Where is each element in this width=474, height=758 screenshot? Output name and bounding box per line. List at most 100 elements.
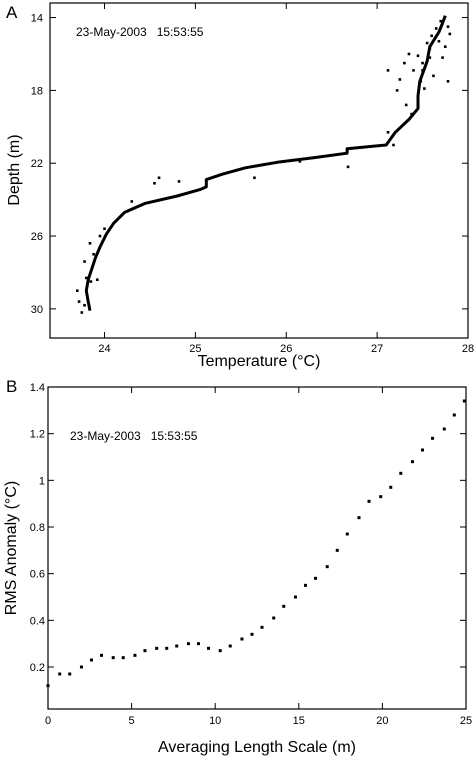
panel-a-data-point [89,280,93,283]
panel-a-data-point [77,300,81,303]
panel-a-y-axis-label: Depth (m) [6,134,23,205]
panel-a-x-tick-label: 25 [189,343,201,355]
panel-b: B 23-May-2003 15:53:55 0 5 10 15 20 25 0.2 0.4… [3,377,472,756]
panel-a-data-point [98,234,102,238]
panel-b-data-point [133,653,137,657]
panel-a-data-point [83,303,86,307]
panel-b-data-point [111,656,115,660]
panel-b-data-point [250,632,254,636]
panel-a-data-point [253,176,256,180]
panel-b-data-point [314,576,318,580]
panel-a-data-point [392,143,395,147]
panel-b-y-tick-label: 1.4 [30,382,45,394]
panel-a-data-point [386,130,390,134]
panel-a-data-point [412,69,415,72]
panel-a-data-point [398,78,402,81]
panel-b-timestamp: 23-May-2003 15:53:55 [70,429,198,443]
panel-b-x-tick-label: 25 [460,715,472,727]
panel-a-data-point [85,276,88,280]
panel-a-data-point [443,45,447,48]
panel-a-data-point [403,61,406,65]
panel-a-data-point [423,87,426,90]
panel-a-timestamp: 23-May-2003 15:53:55 [76,25,204,39]
panel-b-plot-frame [47,386,467,710]
panel-a-data-points [75,19,452,314]
panel-b-y-tick-label: 1 [39,475,45,487]
panel-b-data-points [46,399,466,688]
panel-a-plot-frame [49,2,469,339]
panel-a-temperature-profile-line [84,15,447,311]
panel-b-data-point [207,646,211,650]
panel-a-data-point [428,56,432,59]
panel-a-data-point [83,260,86,263]
panel-a-data-point [153,181,156,185]
panel-a-data-point [95,278,99,282]
panel-b-y-tick-label: 1.2 [30,429,45,441]
panel-a-data-point [92,252,95,256]
panel-b-data-point [186,642,190,646]
panel-a-data-point [407,52,411,56]
panel-a-data-point [446,25,450,28]
panel-a-data-point [437,39,441,43]
panel-a-x-tick-label: 24 [98,343,110,355]
panel-b-data-point [442,427,446,431]
panel-a-data-point [434,27,438,30]
panel-b-data-point [68,672,72,676]
panel-a-data-point [130,200,134,203]
panel-b-data-point [196,642,200,646]
panel-a-y-tick-label: 18 [31,85,43,97]
panel-b-data-point [58,672,62,676]
panel-b-x-tick-label: 15 [293,715,305,727]
panel-a-data-point [395,89,399,92]
panel-b-data-point [357,516,361,520]
panel-a-y-tick-label: 22 [31,158,43,170]
panel-a-data-point [404,103,408,107]
panel-a-x-axis-label: Temperature (°C) [198,353,321,370]
panel-b-data-point [228,644,232,648]
panel-b-data-point [100,653,104,657]
panel-b-data-point [399,471,403,475]
panel-b-data-point [272,616,276,620]
panel-b-data-point [121,656,125,660]
panel-a-data-point [430,34,433,38]
panel-b-label: B [6,377,17,396]
panel-b-data-point [218,649,222,653]
panel-b-y-tick-label: 0.6 [30,569,45,581]
panel-a-y-tick-label: 26 [31,231,43,243]
panel-b-data-point [462,399,466,403]
panel-a-x-ticks: 24 25 26 27 28 [98,3,474,355]
panel-a-data-point [80,311,84,314]
panel-b-data-point [240,637,244,641]
panel-a-label: A [6,3,18,22]
panel-b-data-point [325,565,329,569]
panel-a-y-tick-label: 30 [31,304,43,316]
panel-a-data-point [386,69,390,72]
panel-a-x-tick-label: 26 [280,343,292,355]
panel-a-data-point [416,54,420,58]
panel-b-data-point [260,625,264,629]
panel-b-x-ticks: 0 5 10 15 20 25 [45,387,472,727]
panel-a-data-point [103,227,106,231]
panel-b-x-tick-label: 10 [209,715,221,727]
panel-a-data-point [346,165,350,169]
panel-b-x-axis-label: Averaging Length Scale (m) [158,739,356,756]
panel-b-data-point [367,499,371,503]
panel-b-data-point [379,495,383,499]
panel-b-data-point [143,649,147,653]
panel-b-data-point [389,485,393,489]
panel-b-data-point [293,595,297,599]
panel-a-x-tick-label: 27 [371,343,383,355]
panel-b-data-point [335,548,339,552]
panel-b-data-point [431,436,435,440]
panel-b-y-tick-label: 0.4 [30,615,45,627]
panel-b-data-point [155,646,159,650]
panel-a-data-point [421,61,424,65]
panel-b-y-tick-label: 0.2 [30,662,45,674]
panel-a-y-ticks: 14 18 22 26 30 [31,13,468,316]
panel-b-data-point [165,646,169,650]
panel-b-data-point [282,604,286,608]
panel-a: A 23-May-2003 15:53:55 24 25 26 27 28 14 18 22… [6,2,474,370]
panel-b-data-point [46,684,50,688]
panel-b-data-point [345,532,349,536]
